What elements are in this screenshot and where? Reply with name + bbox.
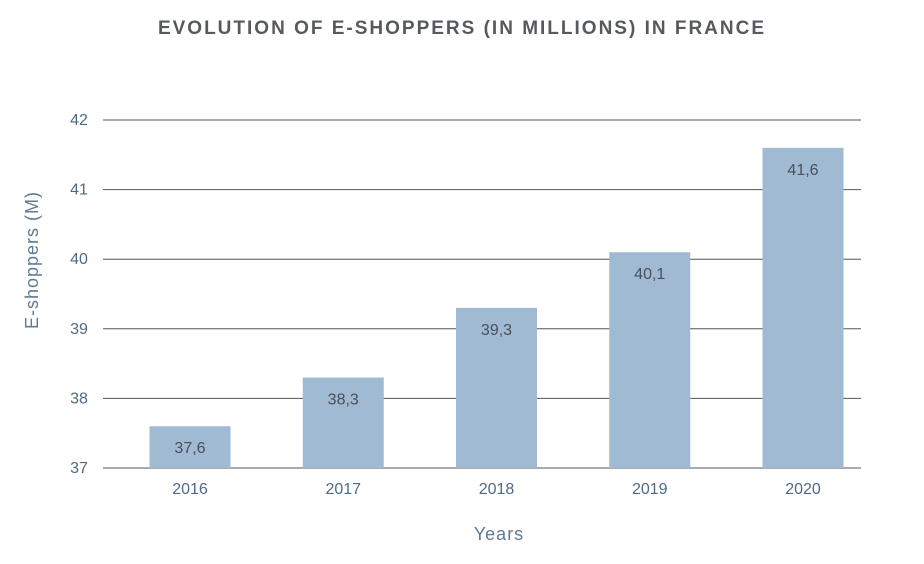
data-label-2020: 41,6 xyxy=(787,162,818,179)
y-axis-title: E-shoppers (M) xyxy=(22,191,42,329)
y-tick-label: 37 xyxy=(70,460,88,477)
y-tick-label: 39 xyxy=(70,321,88,338)
bar-2019 xyxy=(609,252,691,468)
bar-2020 xyxy=(762,147,844,468)
bar-2016 xyxy=(149,426,231,468)
x-axis-title: Years xyxy=(474,524,524,544)
y-tick-label: 42 xyxy=(70,112,88,129)
x-tick-label-2020: 2020 xyxy=(785,481,821,498)
data-label-2017: 38,3 xyxy=(328,392,359,409)
x-tick-label-2017: 2017 xyxy=(325,481,361,498)
x-tick-label-2016: 2016 xyxy=(172,481,208,498)
y-axis-ticks: 37 38 39 40 41 42 xyxy=(70,112,88,477)
y-tick-label: 40 xyxy=(70,251,88,268)
data-label-2019: 40,1 xyxy=(634,266,665,283)
x-tick-label-2018: 2018 xyxy=(479,481,515,498)
y-tick-label: 41 xyxy=(70,182,88,199)
x-axis-ticks: 2016 2017 2018 2019 2020 xyxy=(172,481,821,498)
y-tick-label: 38 xyxy=(70,390,88,407)
bars xyxy=(149,147,844,468)
data-labels: 37,6 38,3 39,3 40,1 41,6 xyxy=(174,162,818,457)
data-label-2016: 37,6 xyxy=(174,440,205,457)
x-tick-label-2019: 2019 xyxy=(632,481,668,498)
chart-title: EVOLUTION OF E-SHOPPERS (IN MILLIONS) IN… xyxy=(157,18,767,39)
bar-2017 xyxy=(302,377,384,468)
data-label-2018: 39,3 xyxy=(481,322,512,339)
bar-2018 xyxy=(456,307,537,468)
